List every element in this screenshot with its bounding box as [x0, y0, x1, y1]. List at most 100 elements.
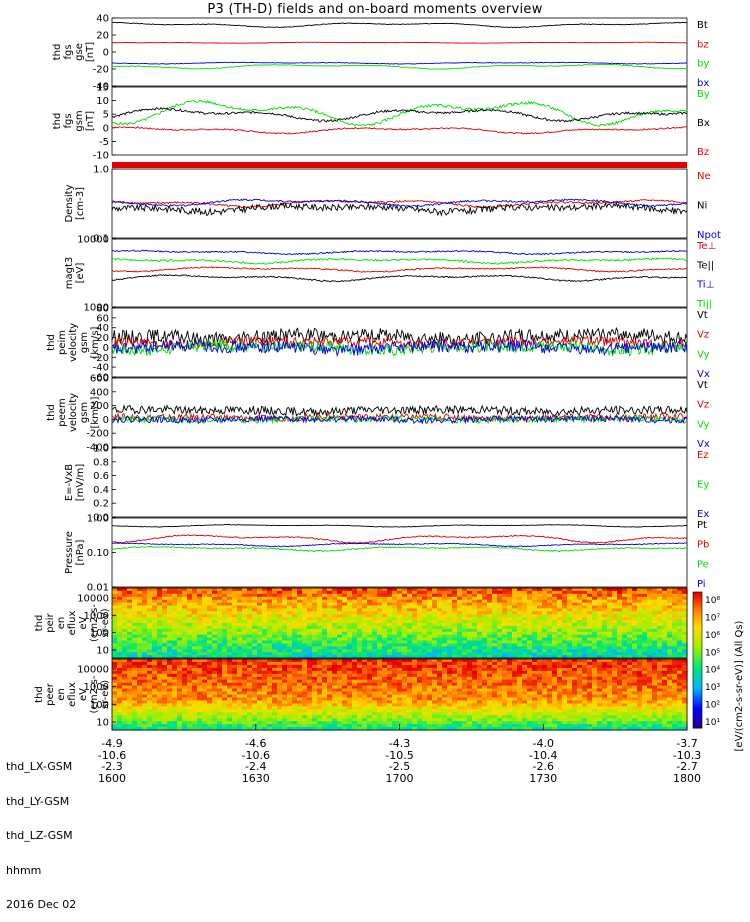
heat-cell — [472, 611, 478, 615]
series-temperature-1 — [112, 275, 687, 282]
heat-cell — [277, 646, 283, 650]
ylabel-line: thd — [52, 113, 63, 130]
heat-cell — [152, 629, 158, 633]
heat-cell — [317, 611, 323, 615]
heat-cell — [612, 594, 618, 598]
heat-cell — [652, 611, 658, 615]
heat-cell — [227, 594, 233, 598]
heat-cell — [242, 611, 248, 615]
heat-cell — [182, 629, 188, 633]
heat-cell — [552, 594, 558, 598]
heat-cell — [277, 611, 283, 615]
ylabel-line: thd — [34, 615, 45, 632]
heat-cell — [507, 594, 513, 598]
heat-cell — [412, 611, 418, 615]
heat-cell — [222, 646, 228, 650]
heat-cell — [152, 611, 158, 615]
legend-pressure-0: Pt — [697, 520, 707, 531]
heat-cell — [612, 629, 618, 633]
heat-cell — [217, 629, 223, 633]
heat-cell — [237, 594, 243, 598]
heat-cell — [557, 646, 563, 650]
ytick-label: 0.4 — [93, 485, 109, 496]
heat-cell — [427, 594, 433, 598]
heat-cell — [592, 594, 598, 598]
ylabel-line: thd — [46, 404, 57, 421]
heat-cell — [577, 629, 583, 633]
heat-cell — [572, 594, 578, 598]
density-yticks: 1.00.1 — [93, 165, 116, 245]
series-peem-velocity-0 — [112, 405, 687, 415]
heat-cell — [537, 646, 543, 650]
heat-cell — [267, 646, 273, 650]
heat-cell — [207, 611, 213, 615]
heat-cell — [327, 646, 333, 650]
heat-cell — [297, 594, 303, 598]
heat-cell — [597, 611, 603, 615]
heat-cell — [117, 646, 123, 650]
heat-cell — [182, 611, 188, 615]
heat-cell — [397, 594, 403, 598]
heat-cell — [592, 629, 598, 633]
heat-cell — [342, 594, 348, 598]
legend-efield-0: Ez — [697, 450, 709, 461]
heat-cell — [332, 594, 338, 598]
heat-cell — [302, 646, 308, 650]
heat-cell — [407, 629, 413, 633]
heat-cell — [172, 594, 178, 598]
heat-cell — [117, 611, 123, 615]
heat-cell — [457, 629, 463, 633]
heat-cell — [572, 611, 578, 615]
heat-cell — [247, 629, 253, 633]
heat-cell — [187, 646, 193, 650]
heat-cell — [317, 629, 323, 633]
heat-cell — [337, 629, 343, 633]
heat-cell — [447, 629, 453, 633]
heat-cell — [347, 611, 353, 615]
heat-cell — [537, 594, 543, 598]
heat-cell — [317, 594, 323, 598]
heat-cell — [247, 646, 253, 650]
pressure-frame — [112, 518, 687, 587]
heat-cell — [482, 611, 488, 615]
heat-cell — [282, 629, 288, 633]
heat-cell — [302, 611, 308, 615]
heat-cell — [522, 629, 528, 633]
heat-cell — [502, 611, 508, 615]
heat-cell — [337, 646, 343, 650]
heat-cell — [412, 629, 418, 633]
ytick-label: 40 — [96, 14, 109, 25]
heat-cell — [672, 646, 678, 650]
heat-cell — [487, 629, 493, 633]
heat-cell — [157, 629, 163, 633]
ytick-label: 1.0 — [93, 165, 109, 176]
heat-cell — [167, 594, 173, 598]
legend-temperature-1: Te|| — [696, 260, 714, 271]
heat-cell — [357, 594, 363, 598]
heat-cell — [217, 611, 223, 615]
heat-cell — [672, 629, 678, 633]
ylabel-line: peem — [57, 398, 68, 426]
legend-pressure-1: Pb — [697, 540, 709, 551]
heat-cell — [497, 594, 503, 598]
heat-cell — [502, 629, 508, 633]
heat-cell — [327, 594, 333, 598]
ytick-label: 20 — [96, 31, 109, 42]
burst-bar — [112, 162, 687, 168]
heat-cell — [372, 646, 378, 650]
efield-ylabel: E=-VxB[mV/m] — [64, 464, 86, 502]
heat-cell — [147, 646, 153, 650]
heat-cell — [667, 646, 673, 650]
legend-fgs-gse-0: Bt — [697, 20, 708, 31]
heat-cell — [537, 629, 543, 633]
heat-cell — [467, 611, 473, 615]
heat-cell — [257, 611, 263, 615]
ylabel-line: Pressure — [64, 531, 75, 574]
ylabel-line: [eV] — [75, 263, 86, 284]
heat-cell — [122, 646, 128, 650]
heat-cell — [557, 594, 563, 598]
heat-cell — [632, 629, 638, 633]
heat-cell — [197, 629, 203, 633]
legend-efield-2: Ex — [697, 509, 709, 520]
ytick-label: 1000 — [84, 611, 109, 622]
